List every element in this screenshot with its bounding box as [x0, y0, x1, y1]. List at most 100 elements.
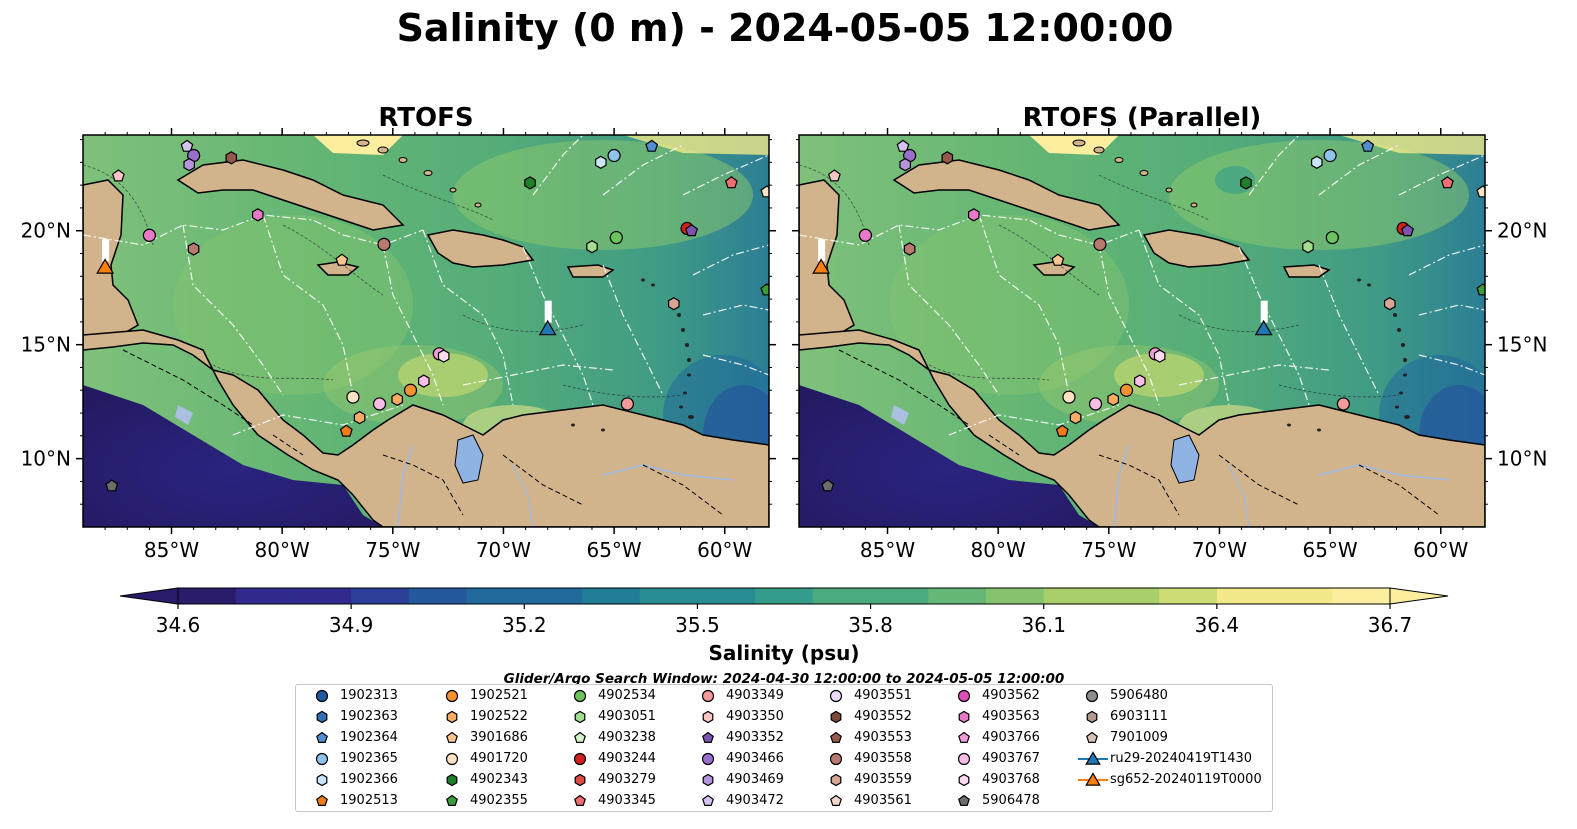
markers-left [96, 139, 769, 492]
legend-label: 4903244 [598, 751, 656, 766]
float-marker [685, 223, 699, 237]
float-marker [180, 139, 194, 152]
legend-symbol [829, 752, 843, 766]
legend-symbol [445, 752, 459, 766]
legend-marker [574, 773, 586, 787]
float-marker [252, 208, 264, 222]
float-marker [111, 169, 125, 182]
legend-marker [446, 710, 458, 724]
float-marker [667, 297, 680, 311]
colorbar-tick-label: 35.2 [502, 613, 547, 637]
legend-symbol [573, 752, 587, 766]
legend-marker [701, 689, 715, 703]
legend-marker [316, 773, 328, 787]
legend-symbol [958, 773, 970, 787]
legend-label: 4903466 [726, 751, 784, 766]
legend-label: 1902513 [340, 793, 398, 808]
legend-label: 4903562 [982, 688, 1040, 703]
legend-symbol [958, 794, 970, 806]
legend-marker [702, 731, 714, 743]
legend-symbol [574, 710, 586, 724]
float-marker [225, 151, 238, 165]
legend-marker [574, 794, 586, 806]
legend-symbol [315, 752, 329, 766]
colorbar-segment [178, 588, 237, 604]
legend-marker [957, 752, 971, 766]
legend-symbol [1086, 710, 1098, 724]
float-marker [941, 151, 954, 165]
legend-marker [446, 773, 458, 787]
legend-label: 4903051 [598, 709, 656, 724]
legend-label: 4903767 [982, 751, 1040, 766]
legend-marker [315, 752, 329, 766]
float-marker [1383, 297, 1396, 311]
float-marker [620, 397, 634, 411]
colorbar-tick-label: 35.8 [848, 613, 893, 637]
colorbar-segment [408, 588, 468, 604]
float-marker [142, 228, 156, 242]
legend-symbol [830, 710, 842, 724]
float-marker [183, 157, 195, 172]
glider-track [102, 239, 110, 262]
float-marker [724, 176, 738, 189]
colorbar-segment [928, 588, 987, 604]
legend-label: 4903553 [854, 730, 912, 745]
float-marker [372, 397, 387, 411]
colorbar-segment [582, 588, 641, 604]
legend-symbol [445, 689, 459, 703]
legend-symbol [829, 689, 843, 703]
legend-symbol [574, 794, 586, 806]
float-marker [1440, 176, 1454, 189]
map-frame-right [798, 134, 1486, 528]
legend-symbol [316, 773, 328, 787]
legend-label: 4903766 [982, 730, 1040, 745]
legend-marker [445, 689, 459, 703]
legend-marker [574, 731, 586, 743]
legend-label: 7901009 [1110, 730, 1168, 745]
glider-track [1260, 300, 1268, 323]
legend-label: 4903345 [598, 793, 656, 808]
map-panel-right [799, 135, 1504, 527]
legend-symbol [830, 731, 842, 743]
legend-marker [702, 794, 714, 806]
legend-label: 4903349 [726, 688, 784, 703]
float-marker [1361, 139, 1375, 152]
legend-marker [829, 689, 843, 703]
lon-tick-label: 75°W [365, 538, 420, 562]
legend-label: 4903350 [726, 709, 784, 724]
float-marker [760, 185, 769, 198]
float-marker [1492, 181, 1504, 193]
legend-marker [316, 731, 328, 743]
float-marker [821, 479, 835, 492]
legend-label: 4903551 [854, 688, 912, 703]
legend-marker [702, 710, 714, 724]
colorbar-tick-label: 35.5 [675, 613, 720, 637]
lat-tick-label: 10°N [21, 447, 71, 471]
legend-symbol [958, 731, 970, 743]
float-marker [1153, 349, 1166, 363]
legend-symbol [701, 752, 715, 766]
colorbar-label: Salinity (psu) [708, 641, 859, 665]
float-marker [437, 349, 450, 363]
legend-symbol [446, 794, 458, 806]
legend-symbol [958, 710, 970, 724]
legend-label: 6903111 [1110, 709, 1168, 724]
legend-marker [573, 752, 587, 766]
legend-symbol [573, 689, 587, 703]
colorbar-segment [351, 588, 410, 604]
colorbar-frame [177, 587, 1391, 605]
float-marker [1401, 223, 1415, 237]
legend-symbol [702, 710, 714, 724]
colorbar-segment [639, 588, 699, 604]
figure-title: Salinity (0 m) - 2024-05-05 12:00:00 [397, 6, 1174, 50]
lon-tick-label: 75°W [1081, 538, 1136, 562]
legend-marker [829, 752, 843, 766]
colorbar-extend-min [119, 587, 179, 605]
legend-label: 4903768 [982, 772, 1040, 787]
legend-marker [830, 731, 842, 743]
legend-label: 4902355 [470, 793, 528, 808]
legend-marker [958, 731, 970, 743]
float-marker [335, 253, 349, 266]
float-marker [1323, 148, 1337, 163]
legend-marker [573, 689, 587, 703]
